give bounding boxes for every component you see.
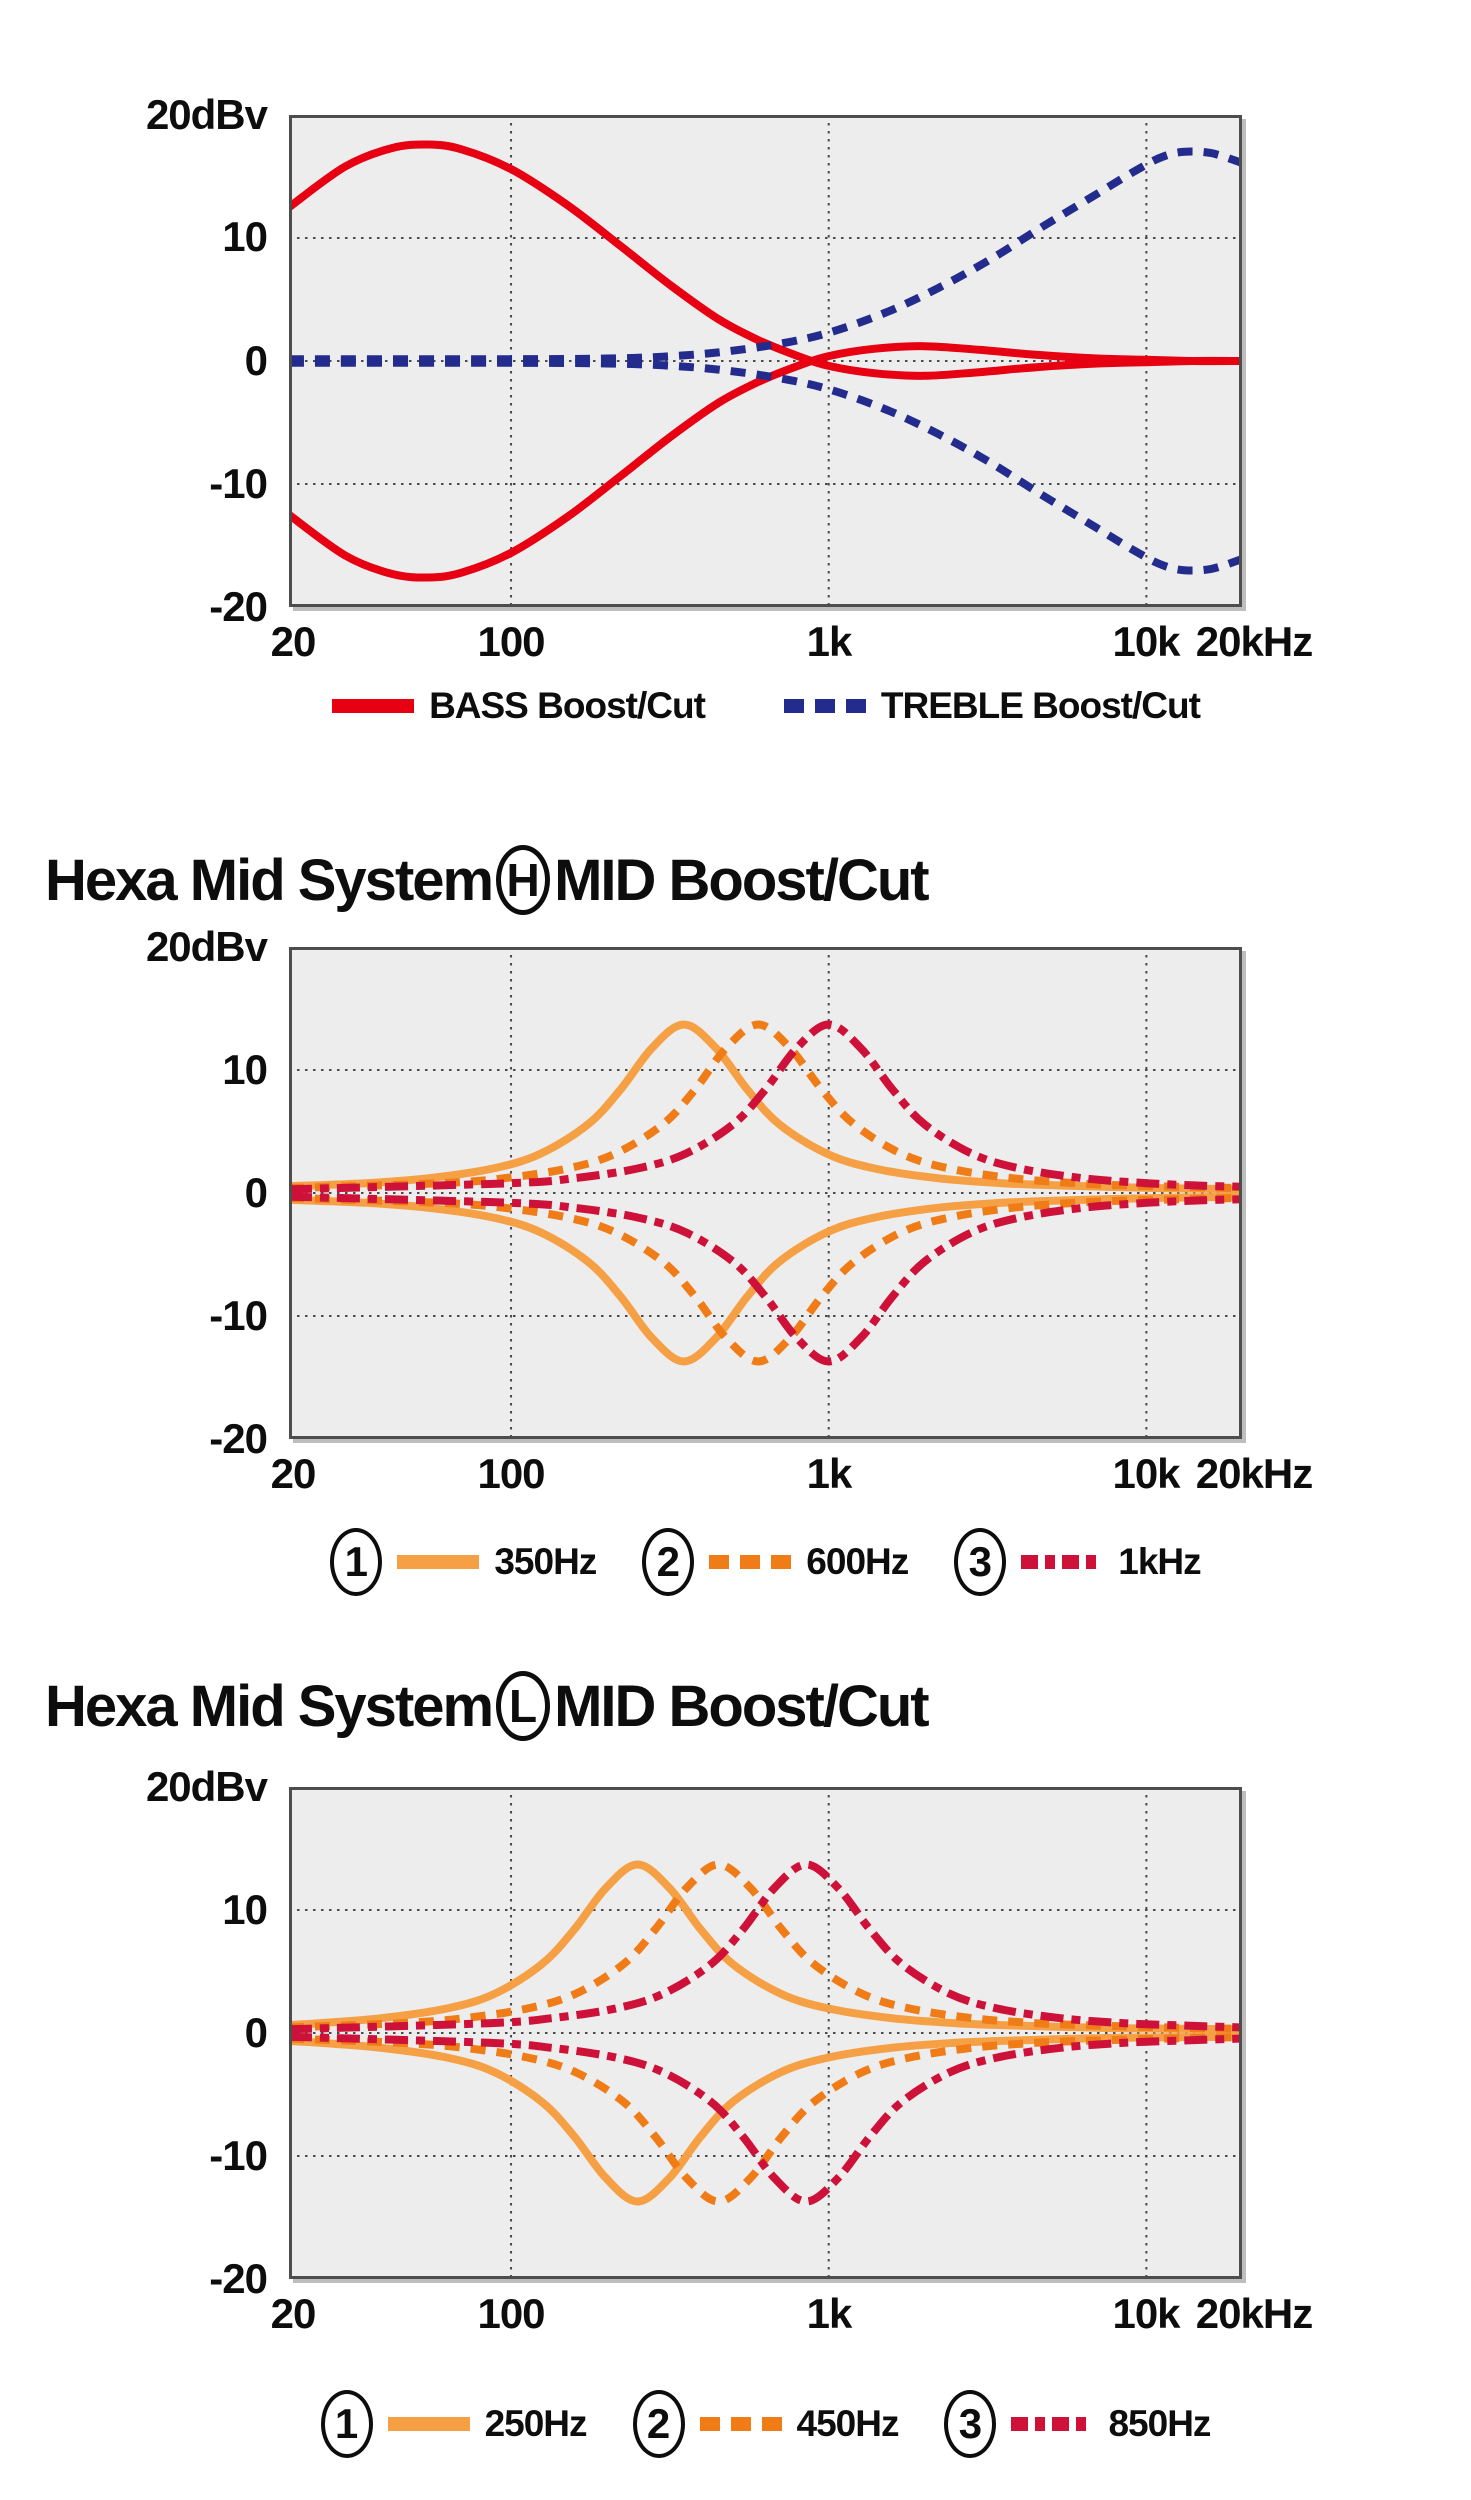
title-text-pre: Hexa Mid System [45, 847, 494, 913]
title-text-pre: Hexa Mid System [45, 1673, 494, 1739]
y-tick-label: -10 [209, 2132, 268, 2179]
hexa-mid-l-plot-area [289, 1787, 1242, 2279]
legend-label: 600Hz [806, 1541, 909, 1582]
x-tick-label: 20kHz [1195, 618, 1313, 665]
y-tick-label: 20dBv [145, 91, 268, 138]
y-tick-label: -20 [209, 1415, 268, 1462]
legend-label: 250Hz [484, 2403, 588, 2444]
title-text-post: MID Boost/Cut [554, 847, 929, 913]
legend-label: 450Hz [796, 2403, 900, 2444]
x-tick-label: 10k [1112, 618, 1180, 665]
hexa-mid-h-title: Hexa Mid System H MID Boost/Cut [45, 845, 930, 915]
line-swatch-icon [1011, 2417, 1094, 2431]
legend-item-350hz: 1 350Hz [330, 1528, 597, 1596]
legend-item-850hz: 3 850Hz [944, 2390, 1211, 2458]
tone-legend: BASS Boost/Cut TREBLE Boost/Cut [289, 678, 1242, 734]
circled-1-icon: 1 [330, 1528, 383, 1596]
x-tick-label: 1k [806, 2290, 853, 2337]
line-swatch-icon [387, 2417, 470, 2431]
x-tick-label: 10k [1112, 1450, 1180, 1497]
x-tick-label: 100 [477, 2290, 545, 2337]
circled-1-icon: 1 [320, 2390, 373, 2458]
legend-item-250hz: 1 250Hz [320, 2390, 588, 2458]
y-tick-label: -10 [209, 1292, 268, 1339]
y-tick-label: 10 [222, 213, 268, 260]
legend-item-1khz: 3 1kHz [954, 1528, 1202, 1596]
legend-label: BASS Boost/Cut [429, 685, 706, 726]
hexa-mid-h-legend: 1 350Hz 2 600Hz 3 1kHz [289, 1524, 1242, 1600]
circled-2-icon: 2 [642, 1528, 695, 1596]
y-tick-label: 0 [244, 1169, 268, 1216]
y-tick-label: -20 [209, 583, 268, 630]
treble-line-swatch-icon [783, 699, 866, 713]
circled-2-icon: 2 [632, 2390, 685, 2458]
legend-item-600hz: 2 600Hz [642, 1528, 909, 1596]
x-tick-label: 100 [477, 618, 545, 665]
circled-l-icon: L [496, 1671, 551, 1741]
y-tick-label: 0 [244, 337, 268, 384]
x-tick-label: 10k [1112, 2290, 1180, 2337]
line-swatch-icon [1021, 1555, 1104, 1569]
x-tick-label: 20 [270, 1450, 317, 1497]
y-tick-label: 0 [244, 2009, 268, 2056]
legend-item-450hz: 2 450Hz [632, 2390, 900, 2458]
x-tick-label: 20 [270, 618, 317, 665]
x-tick-label: 20kHz [1195, 2290, 1313, 2337]
y-tick-label: -10 [209, 460, 268, 507]
circled-h-icon: H [496, 845, 551, 915]
y-tick-label: -20 [209, 2255, 268, 2302]
line-swatch-icon [709, 1555, 792, 1569]
y-tick-label: 10 [222, 1886, 268, 1933]
x-tick-label: 20 [270, 2290, 317, 2337]
legend-label: 850Hz [1108, 2403, 1211, 2444]
x-tick-label: 100 [477, 1450, 545, 1497]
legend-item-bass: BASS Boost/Cut [331, 685, 706, 727]
y-tick-label: 20dBv [145, 923, 268, 970]
line-swatch-icon [699, 2417, 782, 2431]
circled-3-icon: 3 [944, 2390, 997, 2458]
x-tick-label: 1k [806, 618, 853, 665]
hexa-mid-l-legend: 1 250Hz 2 450Hz 3 850Hz [289, 2386, 1242, 2462]
x-tick-label: 1k [806, 1450, 853, 1497]
y-tick-label: 20dBv [145, 1763, 268, 1810]
hexa-mid-l-title: Hexa Mid System L MID Boost/Cut [45, 1671, 930, 1741]
x-tick-label: 20kHz [1195, 1450, 1313, 1497]
tone-control-plot-area [289, 115, 1242, 607]
hexa-mid-h-plot-area [289, 947, 1242, 1439]
legend-label: 350Hz [494, 1541, 597, 1582]
legend-item-treble: TREBLE Boost/Cut [783, 685, 1201, 727]
circled-3-icon: 3 [954, 1528, 1007, 1596]
y-tick-label: 10 [222, 1046, 268, 1093]
line-swatch-icon [397, 1555, 480, 1569]
legend-label: 1kHz [1118, 1541, 1201, 1582]
title-text-post: MID Boost/Cut [554, 1673, 929, 1739]
legend-label: TREBLE Boost/Cut [880, 685, 1201, 726]
bass-line-swatch-icon [332, 699, 415, 713]
